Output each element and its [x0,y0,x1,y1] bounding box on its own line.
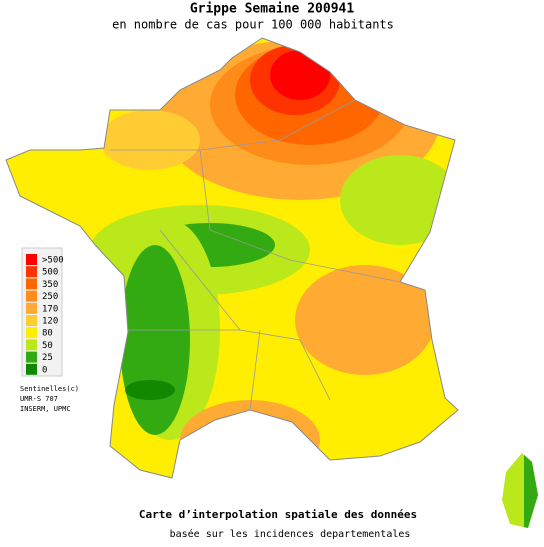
legend-swatch [26,266,37,278]
legend-label: 250 [42,292,58,302]
legend-swatch [26,302,37,314]
legend-label: >500 [42,256,64,266]
credit-line: Sentinelles(c) [20,385,79,393]
legend-swatch [26,278,37,290]
legend-swatch [26,254,37,265]
legend-swatch [26,363,37,375]
france-map [6,38,458,478]
legend-label: 500 [42,268,58,278]
legend-swatch [26,339,37,351]
footer-line2: basée sur les incidences departementales [170,528,411,540]
credit-line: INSERM, UPMC [20,405,71,413]
legend-label: 50 [42,341,53,351]
legend-label: 25 [42,353,53,363]
credits: Sentinelles(c) UMR-S 707 INSERM, UPMC [20,385,79,413]
legend-label: 170 [42,304,58,314]
subtitle: en nombre de cas pour 100 000 habitants [112,18,394,32]
legend-swatch [26,351,37,363]
legend-label: 0 [42,365,47,375]
legend-swatch [26,315,37,326]
credit-line: UMR-S 707 [20,395,58,403]
legend-swatch [26,327,37,339]
legend-label: 350 [42,280,58,290]
footer-line1: Carte d’interpolation spatiale des donné… [139,508,417,521]
legend-label: 120 [42,317,58,327]
legend-label: 80 [42,329,53,339]
title: Grippe Semaine 200941 [190,2,355,17]
legend-swatch [26,290,37,302]
